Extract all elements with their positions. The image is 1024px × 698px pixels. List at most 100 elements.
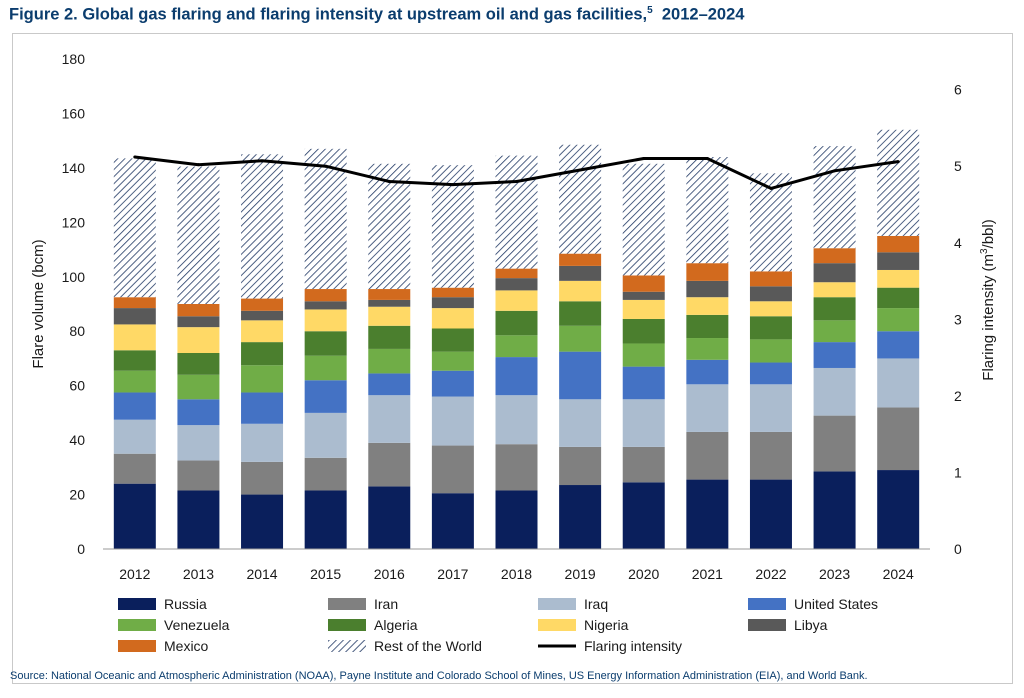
bar-united-states-2024 (877, 331, 920, 359)
bar-iraq-2021 (686, 384, 729, 432)
x-tick-label: 2015 (310, 566, 341, 582)
bar-iraq-2020 (622, 399, 665, 447)
bar-nigeria-2019 (559, 280, 602, 302)
bar-venezuela-2023 (813, 320, 856, 343)
bar-venezuela-2022 (749, 339, 792, 363)
bar-iran-2019 (559, 446, 602, 486)
bar-algeria-2015 (304, 331, 347, 356)
intensity-point-2021 (705, 157, 709, 161)
x-tick-label: 2017 (437, 566, 468, 582)
legend-label-iran: Iran (374, 596, 398, 612)
bar-venezuela-2024 (877, 308, 920, 332)
bar-united-states-2018 (495, 357, 538, 396)
bar-united-states-2012 (113, 392, 156, 420)
intensity-point-2024 (896, 160, 900, 164)
bar-rest-of-the-world-2019 (559, 144, 602, 254)
bar-libya-2012 (113, 308, 156, 325)
bar-mexico-2024 (877, 235, 920, 253)
y2-tick-label: 4 (954, 235, 962, 251)
bar-nigeria-2024 (877, 269, 920, 288)
bar-mexico-2022 (749, 271, 792, 287)
bar-libya-2015 (304, 301, 347, 310)
legend-swatch-russia (118, 598, 156, 610)
bar-nigeria-2022 (749, 301, 792, 317)
bar-iraq-2016 (368, 395, 411, 443)
bar-libya-2013 (177, 316, 220, 328)
bar-iraq-2017 (431, 396, 474, 446)
y-tick-label: 160 (62, 105, 86, 121)
bar-mexico-2020 (622, 275, 665, 292)
bar-venezuela-2015 (304, 355, 347, 381)
bar-mexico-2016 (368, 289, 411, 300)
bar-rest-of-the-world-2024 (877, 129, 920, 236)
bar-iraq-2015 (304, 412, 347, 458)
bar-nigeria-2016 (368, 306, 411, 326)
legend-swatch-united-states (748, 598, 786, 610)
intensity-point-2015 (324, 164, 328, 168)
bar-libya-2020 (622, 291, 665, 300)
bar-algeria-2016 (368, 325, 411, 349)
y2-label-suffix: /bbl) (980, 219, 997, 248)
y2-tick-label: 0 (954, 541, 962, 557)
bar-algeria-2024 (877, 287, 920, 309)
bar-russia-2021 (686, 479, 729, 549)
bar-rest-of-the-world-2020 (622, 163, 665, 276)
x-tick-label: 2023 (819, 566, 850, 582)
bar-venezuela-2017 (431, 351, 474, 371)
x-tick-label: 2020 (628, 566, 659, 582)
legend-label-flaring-intensity: Flaring intensity (584, 638, 682, 654)
bar-russia-2024 (877, 470, 920, 549)
bar-iraq-2013 (177, 425, 220, 461)
y-tick-label: 20 (69, 487, 85, 503)
y2-tick-label: 2 (954, 388, 962, 404)
y-tick-label: 80 (69, 323, 85, 339)
bar-rest-of-the-world-2015 (304, 148, 347, 290)
bar-venezuela-2013 (177, 374, 220, 400)
bar-nigeria-2012 (113, 324, 156, 351)
intensity-point-2012 (133, 155, 137, 159)
bar-russia-2017 (431, 493, 474, 549)
bar-united-states-2017 (431, 370, 474, 397)
bar-russia-2012 (113, 483, 156, 549)
bar-iran-2023 (813, 415, 856, 472)
bar-algeria-2013 (177, 353, 220, 375)
bar-libya-2022 (749, 286, 792, 302)
bar-iraq-2018 (495, 395, 538, 445)
bar-nigeria-2018 (495, 290, 538, 311)
x-tick-label: 2024 (883, 566, 914, 582)
chart-frame (12, 33, 1013, 684)
bar-nigeria-2023 (813, 282, 856, 298)
bar-united-states-2020 (622, 366, 665, 400)
bar-algeria-2017 (431, 328, 474, 352)
bar-russia-2018 (495, 490, 538, 549)
bar-venezuela-2020 (622, 343, 665, 367)
legend-swatch-mexico (118, 640, 156, 652)
bar-nigeria-2017 (431, 308, 474, 329)
bar-rest-of-the-world-2012 (113, 158, 156, 298)
y2-label-prefix: Flaring intensity (m (980, 254, 997, 381)
bar-rest-of-the-world-2021 (686, 157, 729, 264)
bar-mexico-2012 (113, 297, 156, 309)
bar-mexico-2015 (304, 289, 347, 302)
intensity-point-2020 (642, 157, 646, 161)
bar-venezuela-2012 (113, 370, 156, 393)
bar-iran-2018 (495, 444, 538, 491)
legend-label-venezuela: Venezuela (164, 617, 230, 633)
figure-title-footnote: 5 (647, 5, 653, 16)
y-tick-label: 140 (62, 160, 86, 176)
legend-label-libya: Libya (794, 617, 828, 633)
legend-label-nigeria: Nigeria (584, 617, 629, 633)
bar-russia-2022 (749, 479, 792, 549)
bar-nigeria-2014 (241, 320, 284, 343)
bar-algeria-2018 (495, 310, 538, 336)
legend-label-algeria: Algeria (374, 617, 418, 633)
legend-swatch-rest-of-the-world (328, 640, 366, 652)
y-tick-label: 0 (77, 541, 85, 557)
y-tick-label: 180 (62, 51, 86, 67)
legend-swatch-venezuela (118, 619, 156, 631)
source-note: Source: National Oceanic and Atmospheric… (10, 670, 868, 682)
intensity-point-2018 (515, 180, 518, 183)
legend-swatch-iran (328, 598, 366, 610)
bar-rest-of-the-world-2014 (241, 154, 284, 299)
